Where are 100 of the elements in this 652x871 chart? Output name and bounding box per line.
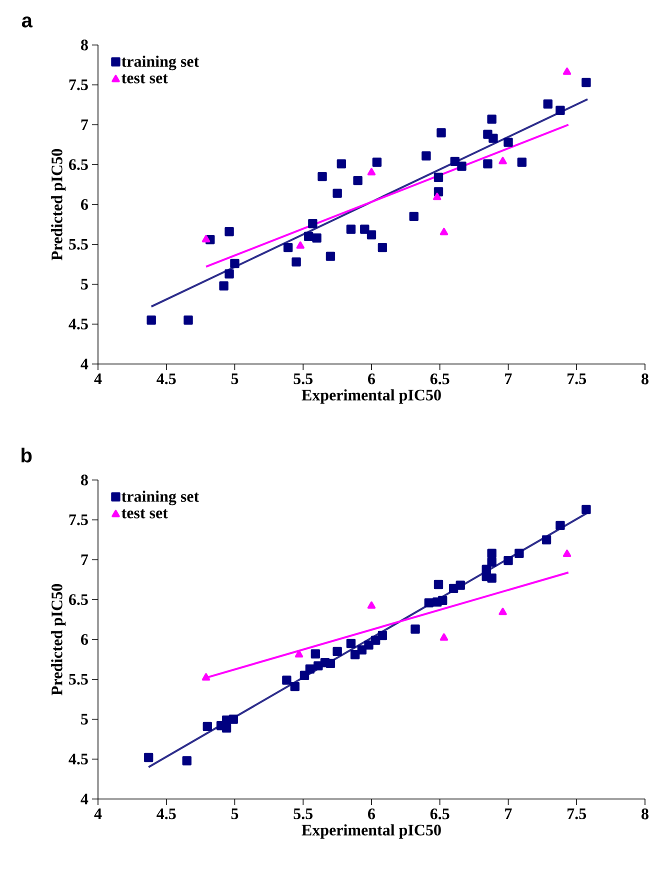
point [456,580,465,590]
point [314,661,323,670]
point [182,756,192,766]
point [310,649,320,658]
point [422,151,431,160]
point [378,242,388,252]
legend-label: training set [122,56,200,70]
point [542,535,552,544]
x-tick-label: 6 [368,374,376,384]
point [556,520,565,530]
point [372,158,382,167]
point [304,232,314,241]
point [202,234,210,242]
point [282,676,292,685]
point [292,257,301,267]
point [283,242,293,252]
y-tick-label: 7 [81,120,88,130]
x-tick-label: 5 [231,374,238,384]
point [144,752,154,762]
y-tick-label: 7.5 [69,514,88,526]
legend-label: test set [122,509,168,518]
point [436,128,446,138]
point [228,714,238,724]
point [433,192,442,200]
y-tick-label: 5 [81,714,88,725]
x-tick-label: 6 [368,808,376,820]
x-axis-title: Experimental pIC50 [302,389,441,404]
point [312,233,322,243]
y-tick-label: 7 [81,554,88,565]
x-tick-label: 4.5 [156,808,176,820]
x-tick-label: 4.5 [156,374,176,384]
y-tick-label: 6 [81,634,88,645]
x-tick-label: 4 [94,808,102,820]
y-axis-title: Predicted pIC50 [51,149,66,260]
point [504,556,513,566]
point [487,558,496,567]
x-tick-label: 8 [642,374,648,384]
y-tick-label: 7.5 [69,80,88,90]
y-tick-label: 6.5 [69,159,88,170]
point [562,550,572,557]
point [582,78,591,88]
point [202,673,210,681]
point [326,252,336,261]
y-tick-label: 8 [80,40,88,50]
x-tick-label: 7 [505,374,512,384]
point [366,230,376,240]
point [332,188,342,198]
x-tick-label: 7 [505,808,512,820]
point [294,650,304,658]
point [305,664,315,674]
y-tick-label: 5.5 [69,674,88,685]
x-tick-label: 8 [642,808,648,820]
point [409,212,418,222]
point [346,224,356,234]
x-tick-label: 7.5 [568,808,586,820]
y-tick-label: 4 [80,358,88,370]
point [487,114,496,124]
point [582,504,591,514]
point [434,580,444,590]
point [219,281,228,290]
point [346,638,356,648]
y-axis-title: Predicted pIC50 [51,584,66,696]
y-tick-label: 4.5 [68,754,88,764]
point [424,598,434,608]
x-axis-title: Experimental pIC50 [302,824,441,839]
point [514,548,524,558]
point [498,156,507,164]
chart-title: b [22,448,32,462]
point [360,224,370,234]
point [370,636,380,645]
x-tick-label: 6.5 [430,374,450,384]
point [487,573,496,583]
point [483,159,492,168]
x-tick-label: 6.5 [430,808,450,820]
x-tick-label: 5.5 [294,808,313,820]
x-tick-label: 4 [94,374,102,384]
point [202,722,212,732]
point [296,241,305,249]
point [562,68,572,75]
point [353,176,362,186]
point [318,172,327,182]
y-tick-label: 8 [80,474,88,486]
x-tick-label: 7.5 [568,374,586,384]
legend-label: test set [122,74,168,84]
point [367,168,376,176]
chart-title: a [22,16,33,28]
y-tick-label: 6.5 [69,594,88,606]
point [410,624,420,634]
point [434,172,444,182]
y-tick-label: 5 [81,278,88,290]
point [146,316,156,325]
point [517,158,527,167]
point [440,228,448,236]
point [498,608,507,616]
point [438,596,448,606]
point [367,601,376,609]
point [488,134,498,143]
point [290,682,300,692]
legend-label: training set [122,490,200,506]
point [364,640,374,650]
